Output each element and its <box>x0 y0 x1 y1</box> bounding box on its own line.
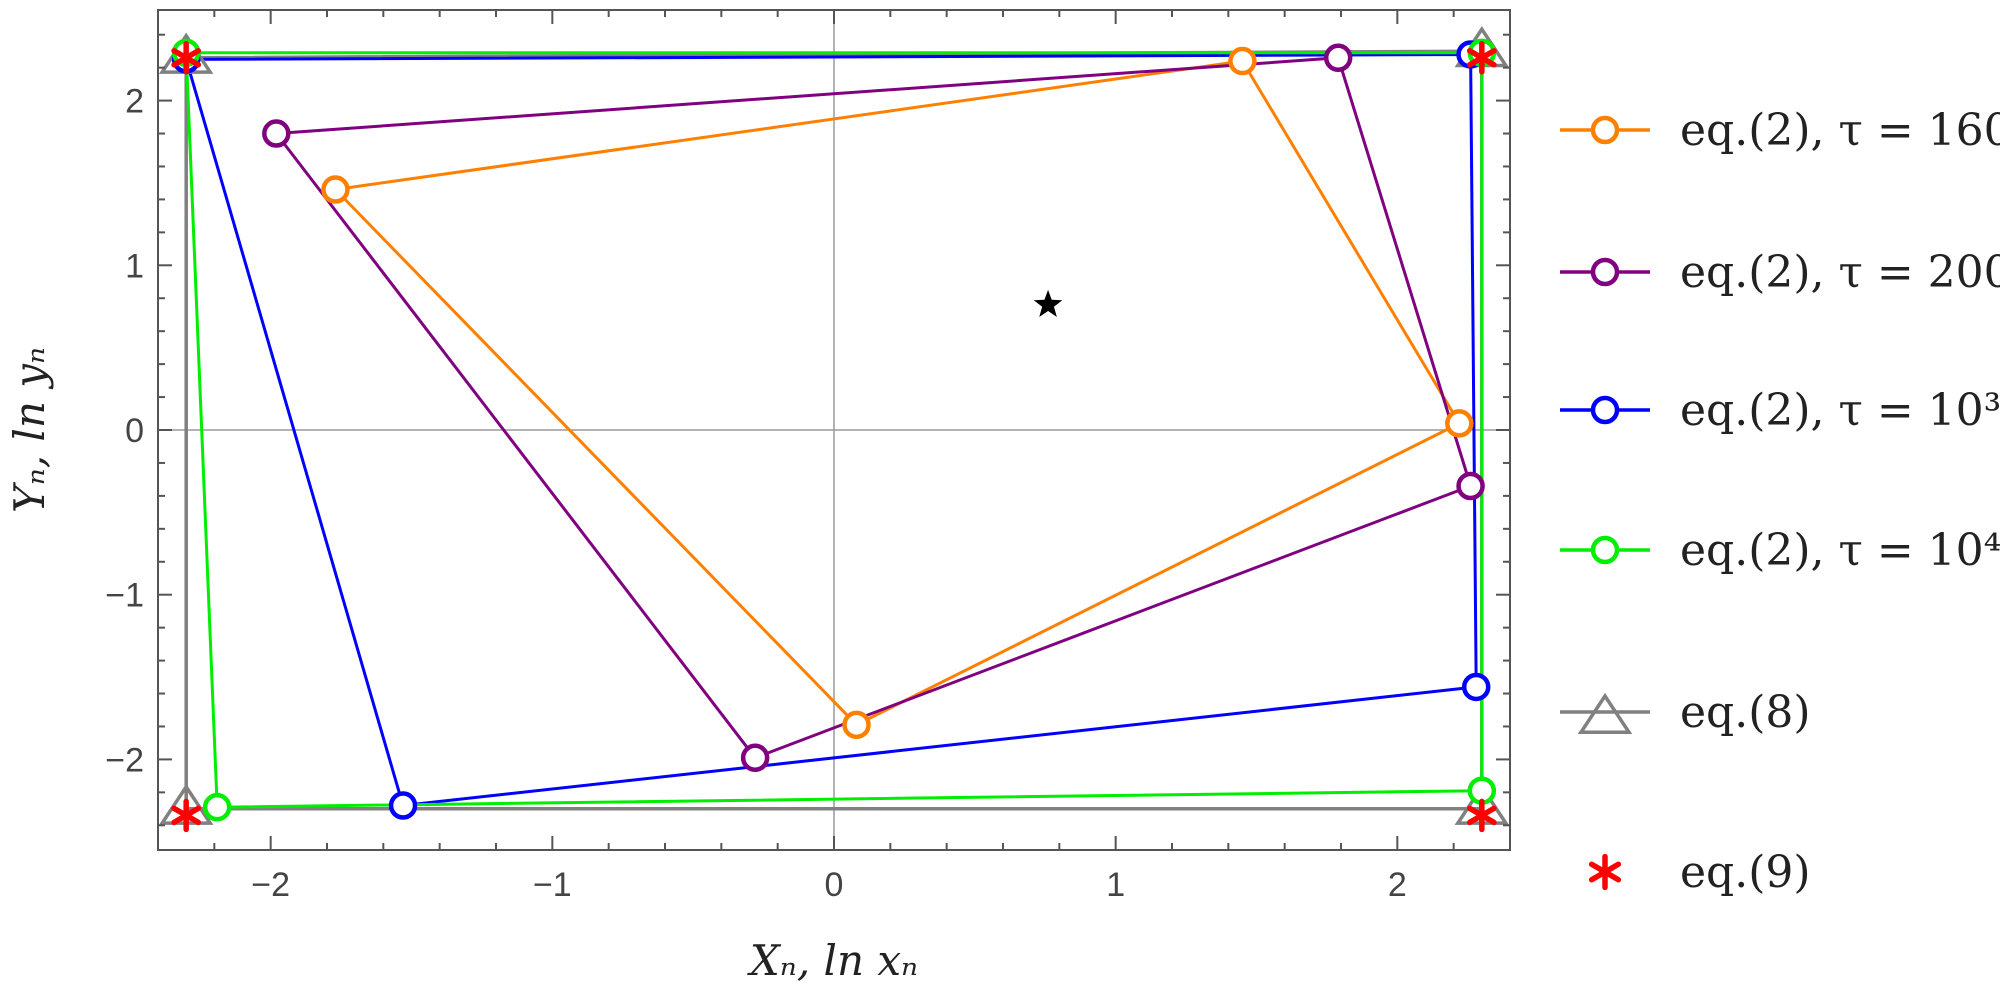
series-line-1 <box>275 56 1473 760</box>
y-tick-label: −2 <box>105 741 144 779</box>
series-5-point-1 <box>1466 41 1497 75</box>
legend-item-4: eq.(8) <box>1560 687 1811 738</box>
star-marker-0 <box>1033 289 1063 317</box>
series-0-point-1 <box>1228 46 1257 76</box>
y-tick-label: 1 <box>125 247 144 285</box>
y-tick-label: 0 <box>125 412 144 450</box>
x-tick-label: 1 <box>1106 866 1125 904</box>
series-5-point-2 <box>1466 798 1497 833</box>
legend-item-3: eq.(2), τ = 10⁴ <box>1560 525 2000 576</box>
legend-marker-1 <box>1590 257 1620 287</box>
y-axis-title: Yₙ, ln yₙ <box>5 347 54 513</box>
legend-item-2: eq.(2), τ = 10³ <box>1560 385 2000 436</box>
series-1-point-3 <box>740 743 770 773</box>
series-2-point-2 <box>1461 672 1491 702</box>
legend-item-5: eq.(9) <box>1588 847 1811 898</box>
legend-label-0: eq.(2), τ = 160 <box>1680 105 2000 156</box>
series-3-point-3 <box>202 792 232 822</box>
y-tick-label: −1 <box>105 577 144 615</box>
plot-area <box>158 10 1510 850</box>
legend-marker-2 <box>1590 395 1620 425</box>
series-0-point-0 <box>321 175 350 204</box>
series-1-point-2 <box>1456 471 1485 501</box>
legend-label-5: eq.(9) <box>1680 847 1811 898</box>
x-tick-label: −2 <box>251 866 290 904</box>
y-tick-label: 2 <box>125 83 144 121</box>
series-0-point-3 <box>842 710 871 740</box>
axes: −2 −1 0 1 2 −2 −1 0 1 2 Xₙ, ln xₙ Yₙ, ln yₙ <box>5 9 1511 985</box>
series-5-point-3 <box>171 798 202 833</box>
legend-marker-3 <box>1590 535 1620 565</box>
series-line-0 <box>334 59 1461 727</box>
legend: eq.(2), τ = 160 eq.(2), τ = 200 eq.(2), τ … <box>1560 105 2000 898</box>
legend-item-0: eq.(2), τ = 160 <box>1560 105 2000 156</box>
series-1-point-0 <box>262 119 291 148</box>
x-tick-label: −1 <box>533 866 572 904</box>
legend-label-2: eq.(2), τ = 10³ <box>1680 385 2000 436</box>
legend-label-1: eq.(2), τ = 200 <box>1680 247 2000 298</box>
series-2-point-3 <box>388 791 418 820</box>
series-1-point-1 <box>1323 43 1353 73</box>
legend-marker-0 <box>1590 115 1620 145</box>
legend-label-3: eq.(2), τ = 10⁴ <box>1680 525 2000 576</box>
legend-marker-4 <box>1577 692 1633 735</box>
series-0-point-2 <box>1445 409 1474 438</box>
legend-item-1: eq.(2), τ = 200 <box>1560 247 2000 298</box>
legend-label-4: eq.(8) <box>1680 687 1811 738</box>
x-tick-label: 2 <box>1388 866 1407 904</box>
x-axis-title: Xₙ, ln xₙ <box>747 936 918 985</box>
x-tick-label: 0 <box>825 866 844 904</box>
legend-marker-5 <box>1588 853 1622 891</box>
series-5-point-0 <box>171 41 202 75</box>
